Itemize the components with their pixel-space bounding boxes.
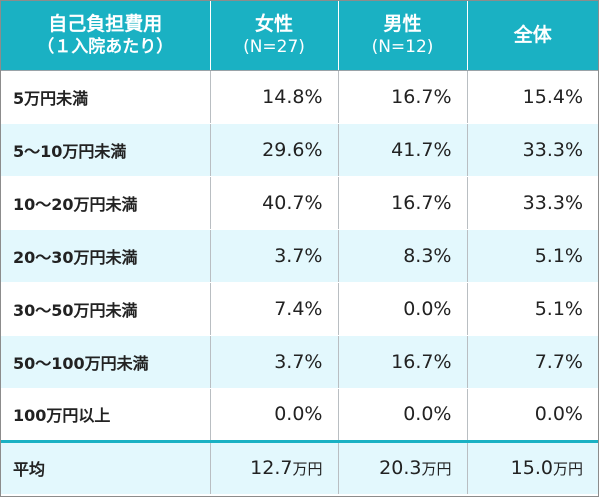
average-female: 12.7万円 [210,441,339,495]
table-row: 30～50万円未満 7.4% 0.0% 5.1% [1,282,598,336]
header-cost-category: 自己負担費用 （１入院あたり） [1,1,211,71]
total-value: 33.3% [467,176,598,230]
average-total-unit: 万円 [552,460,583,478]
average-male-unit: 万円 [421,460,452,478]
table-row: 10～20万円未満 40.7% 16.7% 33.3% [1,176,598,230]
male-value: 0.0% [338,388,468,443]
header-female-title: 女性 [254,13,293,36]
male-value: 16.7% [338,176,468,230]
average-male-value: 20.3 [379,457,422,479]
average-male: 20.3万円 [338,441,468,495]
header-cost-category-subtitle: （１入院あたり） [37,37,174,58]
male-value: 16.7% [338,70,468,124]
total-value: 0.0% [467,388,598,443]
row-label: 100万円以上 [1,388,211,443]
total-value: 7.7% [467,335,598,389]
average-row: 平均 12.7万円 20.3万円 15.0万円 [1,441,598,495]
average-label: 平均 [1,441,211,495]
row-label: 20～30万円未満 [1,229,211,283]
header-male-count: (N=12) [371,37,434,58]
table-row: 50～100万円未満 3.7% 16.7% 7.7% [1,335,598,389]
female-value: 3.7% [210,335,339,389]
row-label: 10～20万円未満 [1,176,211,230]
male-value: 8.3% [338,229,468,283]
average-female-value: 12.7 [250,457,293,479]
average-total-value: 15.0 [510,457,553,479]
row-label: 50～100万円未満 [1,335,211,389]
total-value: 5.1% [467,282,598,336]
header-female: 女性 (N=27) [210,1,339,71]
header-cost-category-title: 自己負担費用 [48,13,163,36]
female-value: 29.6% [210,123,339,177]
header-total-title: 全体 [513,24,552,47]
row-label: 5万円未満 [1,70,211,124]
header-female-count: (N=27) [243,37,305,58]
header-male-title: 男性 [383,13,422,36]
average-female-unit: 万円 [292,460,323,478]
header-male: 男性 (N=12) [338,1,468,71]
male-value: 16.7% [338,335,468,389]
female-value: 0.0% [210,388,339,443]
female-value: 7.4% [210,282,339,336]
table-row: 20～30万円未満 3.7% 8.3% 5.1% [1,229,598,283]
table-row: 5万円未満 14.8% 16.7% 15.4% [1,70,598,124]
male-value: 0.0% [338,282,468,336]
female-value: 40.7% [210,176,339,230]
header-row: 自己負担費用 （１入院あたり） 女性 (N=27) 男性 (N=12) 全体 [1,1,598,71]
total-value: 5.1% [467,229,598,283]
table-row: 5～10万円未満 29.6% 41.7% 33.3% [1,123,598,177]
female-value: 14.8% [210,70,339,124]
row-label: 5～10万円未満 [1,123,211,177]
male-value: 41.7% [338,123,468,177]
row-label: 30～50万円未満 [1,282,211,336]
header-total: 全体 [467,1,598,71]
total-value: 15.4% [467,70,598,124]
average-total: 15.0万円 [467,441,598,495]
table-row: 100万円以上 0.0% 0.0% 0.0% [1,388,598,443]
female-value: 3.7% [210,229,339,283]
total-value: 33.3% [467,123,598,177]
